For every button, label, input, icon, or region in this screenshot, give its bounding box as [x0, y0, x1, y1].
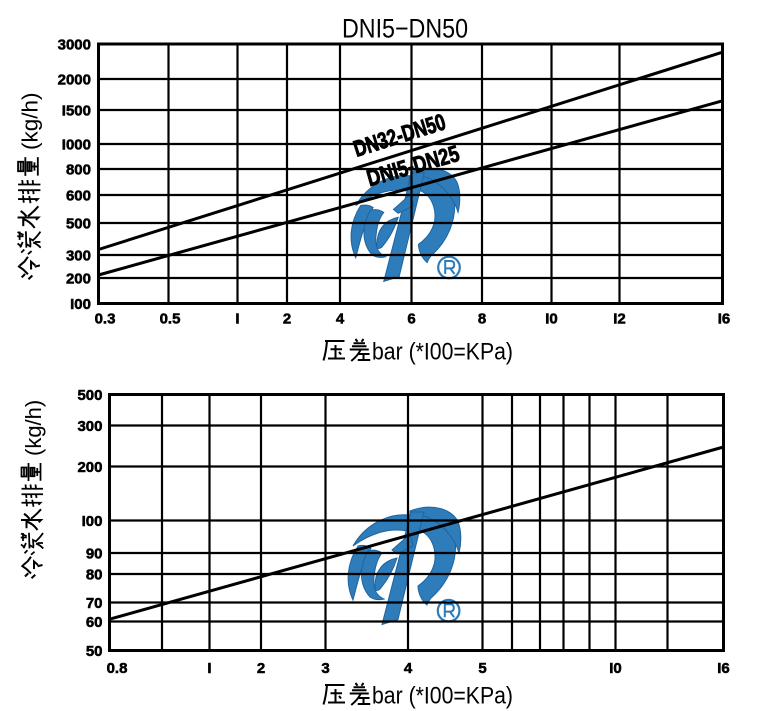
svg-text:500: 500: [77, 387, 102, 404]
svg-text:I000: I000: [62, 137, 91, 154]
svg-text:I00: I00: [82, 513, 103, 530]
svg-text:(kg/h): (kg/h): [18, 92, 43, 150]
svg-text:I0: I0: [545, 311, 558, 328]
svg-text:I6: I6: [718, 311, 731, 328]
svg-text:200: 200: [66, 271, 91, 288]
svg-text:I6: I6: [717, 660, 730, 677]
svg-text:3000: 3000: [58, 37, 91, 54]
svg-text:2: 2: [257, 660, 265, 677]
svg-text:3: 3: [321, 660, 329, 677]
svg-text:600: 600: [66, 188, 91, 205]
svg-text:5: 5: [478, 660, 486, 677]
svg-text:2: 2: [283, 311, 291, 328]
svg-text:0.8: 0.8: [107, 660, 128, 677]
svg-text:800: 800: [66, 162, 91, 179]
svg-text:4: 4: [336, 311, 345, 328]
svg-text:I0: I0: [609, 660, 622, 677]
svg-text:I: I: [235, 311, 239, 328]
svg-text:90: 90: [86, 546, 103, 563]
svg-text:0.5: 0.5: [160, 311, 181, 328]
svg-text:4: 4: [404, 660, 413, 677]
svg-text:DNI5−DN50: DNI5−DN50: [342, 14, 468, 44]
svg-text:bar (*I00=KPa): bar (*I00=KPa): [372, 683, 513, 710]
svg-text:300: 300: [77, 418, 102, 435]
svg-text:0.3: 0.3: [95, 311, 116, 328]
svg-text:I500: I500: [62, 103, 91, 120]
svg-text:I2: I2: [613, 311, 626, 328]
svg-text:I: I: [207, 660, 211, 677]
svg-text:(kg/h): (kg/h): [21, 400, 46, 456]
svg-text:70: 70: [86, 595, 103, 612]
svg-text:I00: I00: [70, 296, 91, 313]
svg-text:bar (*I00=KPa): bar (*I00=KPa): [372, 339, 513, 366]
svg-text:500: 500: [66, 216, 91, 233]
svg-text:2000: 2000: [58, 72, 91, 89]
svg-text:8: 8: [478, 311, 486, 328]
svg-text:200: 200: [77, 459, 102, 476]
svg-text:80: 80: [86, 567, 103, 584]
svg-text:60: 60: [86, 614, 103, 631]
svg-text:50: 50: [86, 643, 103, 660]
svg-text:300: 300: [66, 248, 91, 265]
svg-text:6: 6: [407, 311, 415, 328]
